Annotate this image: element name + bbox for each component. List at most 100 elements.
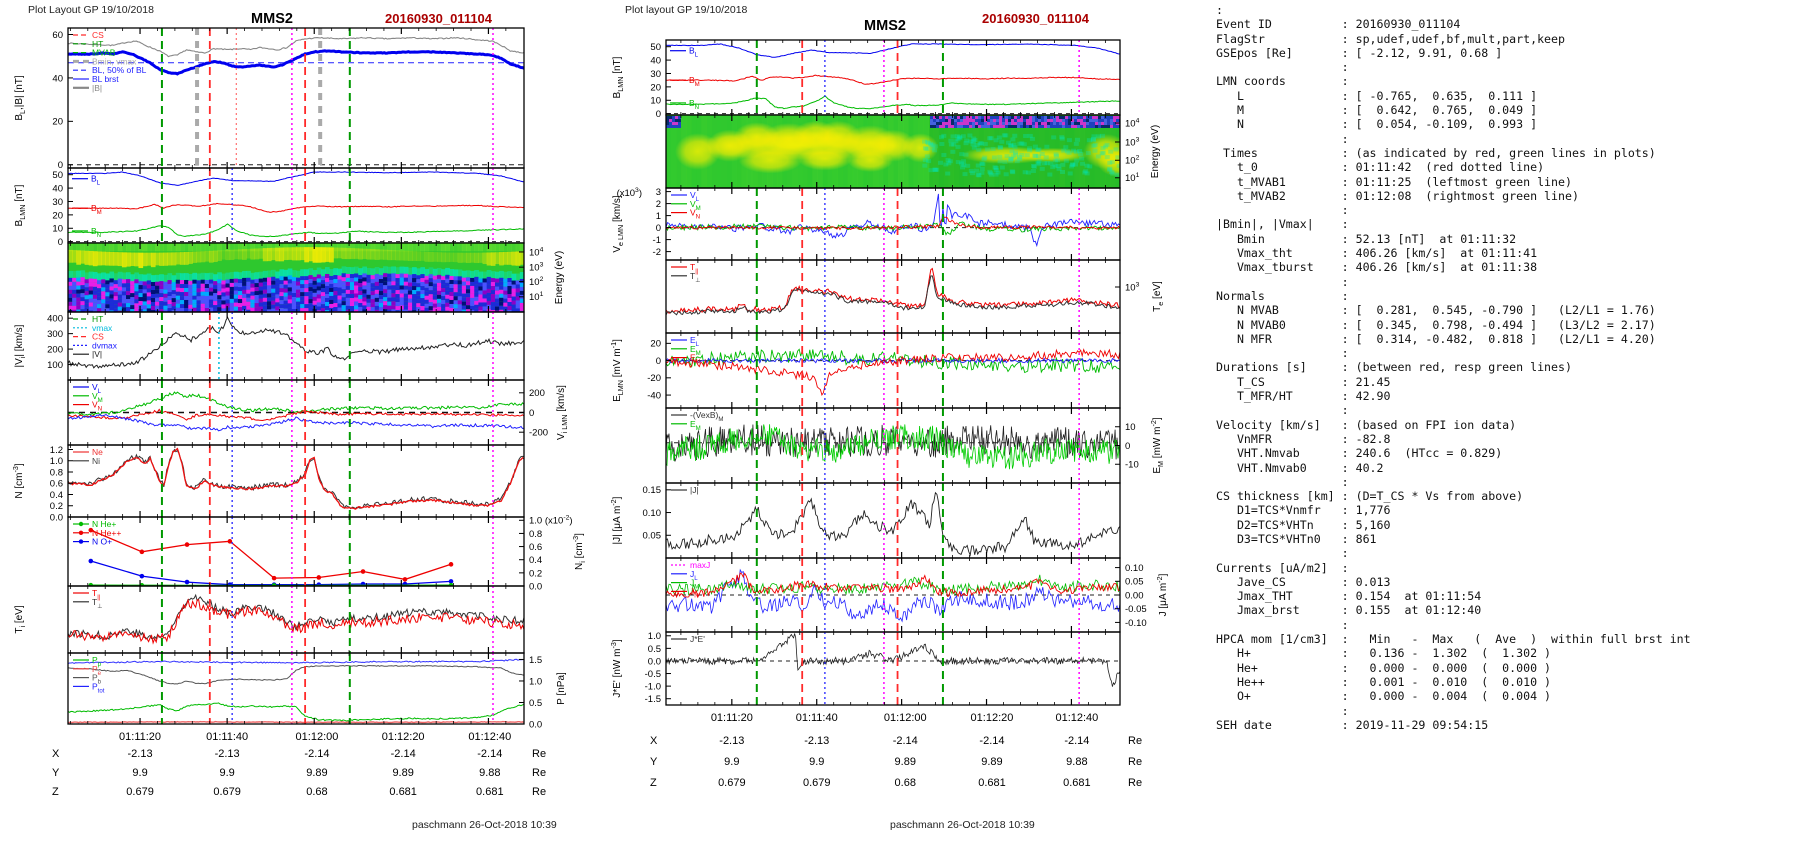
figure-left: Plot Layout GP 19/10/2018 MMS2 20160930_01… <box>11 4 587 831</box>
series-E_M <box>666 424 1120 470</box>
y-tick-label: 400 <box>47 314 63 325</box>
legend-label: Pe <box>92 664 102 677</box>
coord-row-label: Z <box>650 777 657 789</box>
axis-scale-label: (x103) <box>617 187 642 199</box>
y-tick-label: 0.0 <box>50 512 63 523</box>
x-tick-label: 01:11:40 <box>206 731 248 743</box>
legend-label: N He+ <box>92 519 116 529</box>
coord-value: 0.679 <box>803 777 831 789</box>
panel-te: 103 Te [eV] T||T⊥ <box>665 259 1165 334</box>
y-axis-label: J [μA m-2] <box>1155 573 1169 616</box>
legend-label: Ptot <box>92 681 105 694</box>
coord-unit: Re <box>1128 777 1142 789</box>
series-B_N <box>666 95 1120 110</box>
panel-ti: Ti [eV] T||T⊥ <box>14 585 525 654</box>
legend-label: BL <box>91 174 101 187</box>
coord-value: 0.679 <box>126 786 154 798</box>
coord-value: 9.9 <box>132 767 147 779</box>
y-axis-label: |Vi| [km/s] <box>14 324 27 367</box>
event-id: 20160930_011104 <box>385 11 493 26</box>
y-tick-label: 0.05 <box>643 531 662 542</box>
coord-value: 9.89 <box>392 767 413 779</box>
legend-label: VN <box>92 400 102 413</box>
coord-value: 9.89 <box>306 767 327 779</box>
y-tick-label: 0.2 <box>50 501 63 512</box>
y-tick-label: 2 <box>656 199 661 210</box>
y-tick-label: 0.10 <box>1125 563 1144 574</box>
series-V_M <box>68 391 524 416</box>
x-tick-label: 01:11:40 <box>796 712 838 724</box>
series-B_N <box>68 223 524 238</box>
figure-header: Plot Layout GP 19/10/2018 <box>28 4 154 16</box>
y-tick-label: -200 <box>529 428 548 439</box>
coord-value: -2.14 <box>979 735 1004 747</box>
coord-row-label: Y <box>650 756 658 768</box>
y-tick-label: -1 <box>653 235 661 246</box>
legend-label: HT <box>92 39 103 49</box>
series-|V| <box>68 316 524 369</box>
y-tick-label: 0.0 <box>529 581 542 592</box>
series-T_perp <box>666 275 1120 316</box>
series-B_L <box>68 171 524 186</box>
series-E_M <box>666 348 1120 374</box>
coord-value: -2.14 <box>893 735 918 747</box>
y-tick-label: -2 <box>653 247 661 258</box>
legend-label: EM <box>690 344 701 357</box>
series-V_L <box>68 413 524 432</box>
legend-label: BN <box>689 98 699 111</box>
y-tick-label: -0.10 <box>1125 618 1147 629</box>
x-tick-label: 01:12:00 <box>884 712 927 724</box>
x-tick-label: 01:12:40 <box>468 731 511 743</box>
legend-label: T|| <box>92 588 101 601</box>
figure-title: MMS2 <box>864 18 906 34</box>
y-tick-label: 0.00 <box>1125 590 1144 601</box>
legend-label: HT <box>92 314 103 324</box>
coord-value: 0.679 <box>718 777 746 789</box>
y-tick-label: 0 <box>656 109 661 120</box>
y-tick-label: 20 <box>650 339 661 350</box>
coord-row-label: Y <box>52 767 60 779</box>
y-tick-label: 0.05 <box>1125 577 1144 588</box>
y-tick-label: 10 <box>52 224 63 235</box>
y-axis-label: J*E' [nW m-3] <box>609 639 623 698</box>
legend-label: BM <box>91 203 102 216</box>
coord-value: -2.14 <box>304 748 329 760</box>
coord-unit: Re <box>532 748 546 760</box>
figure-footer: paschmann 26-Oct-2018 10:39 <box>890 819 1035 831</box>
series-Ne <box>68 447 524 510</box>
y-tick-label: 200 <box>529 388 545 399</box>
y-tick-label: 300 <box>47 329 63 340</box>
y-axis-label: Te [eV] <box>1152 281 1165 312</box>
y-tick-label: 0.4 <box>529 555 542 566</box>
y-tick-label: 0.8 <box>50 467 63 478</box>
y-tick-label: -1.5 <box>645 694 661 705</box>
y-axis-label: Energy (eV) <box>554 251 565 304</box>
legend-label: BM <box>689 75 700 88</box>
coord-value: 0.68 <box>895 777 916 789</box>
series-B_L <box>666 43 1120 58</box>
panel-electron-spectrogram: 104 103 102 101 Energy (eV) <box>665 114 1161 189</box>
x-tick-label: 01:12:20 <box>971 712 1014 724</box>
legend-label: J*E' <box>690 634 705 644</box>
legend-label: VL <box>92 382 102 395</box>
legend-label: EL <box>690 335 700 348</box>
y-tick-label: 100 <box>47 360 63 371</box>
legend-label: dvmax <box>92 340 118 350</box>
y-axis-label: BL,|B| [nT] <box>14 75 27 121</box>
y-tick-label: 104 <box>1125 117 1140 129</box>
y-tick-label: 0.10 <box>643 508 662 519</box>
event-id: 20160930_011104 <box>982 11 1090 26</box>
legend-label: -(VexB)M <box>690 410 723 423</box>
series-J_L <box>666 568 1120 623</box>
legend-label: BL, 50% of BL <box>92 65 147 75</box>
panel-exb: 10 0 -10 EM [mW m-2] -(VexB)MEM <box>665 407 1165 484</box>
x-tick-label: 01:12:20 <box>382 731 425 743</box>
event-info-text: : Event ID : 20160930_011104 FlagStr : s… <box>1216 3 1691 732</box>
figure-middle: Plot layout GP 19/10/2018 MMS2 20160930_01… <box>609 4 1169 831</box>
panel-blmn: 50 40 30 20 10 0 BLMN [nT] BL BM BN <box>612 39 1121 120</box>
series-V_L <box>666 193 1120 248</box>
legend-label: JM <box>690 578 699 591</box>
